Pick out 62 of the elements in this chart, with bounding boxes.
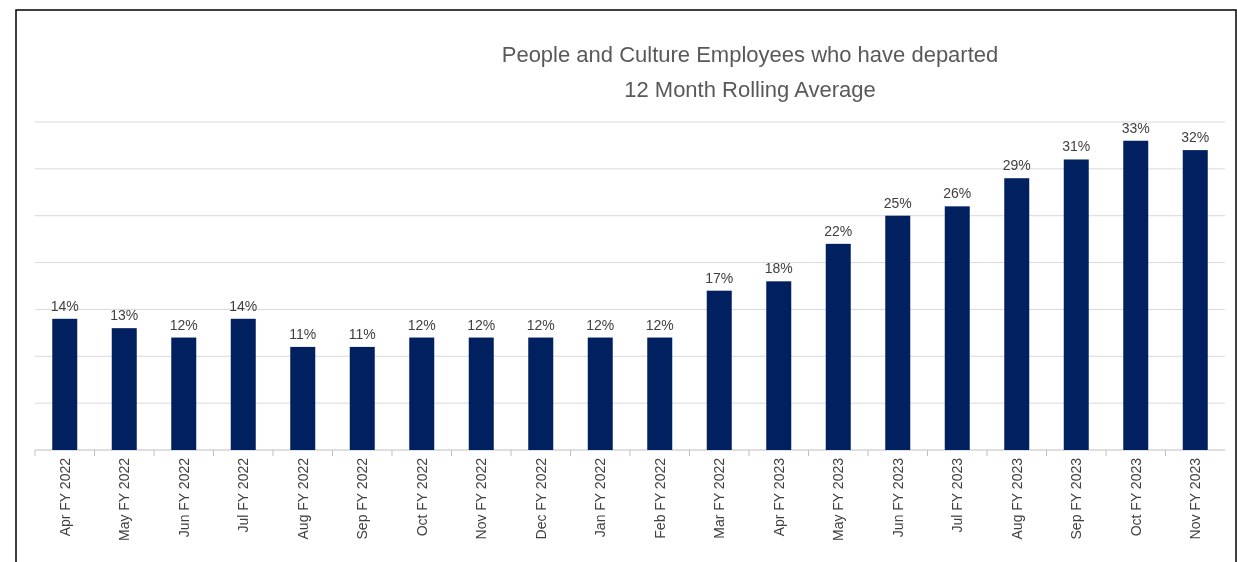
x-tick-label: Jul FY 2022 [235, 457, 252, 533]
data-label: 33% [1121, 119, 1150, 136]
x-tick-label: Nov FY 2022 [473, 457, 490, 540]
data-label: 12% [407, 316, 436, 333]
chart-title: People and Culture Employees who have departed [501, 42, 999, 67]
data-label: 12% [586, 316, 615, 333]
x-tick-label: Jun FY 2022 [175, 457, 192, 538]
data-label: 26% [943, 185, 972, 202]
data-label: 31% [1062, 138, 1091, 155]
x-tick-label: Jan FY 2022 [592, 457, 609, 538]
data-label: 12% [169, 316, 198, 333]
bar [349, 346, 375, 450]
data-label: 22% [824, 222, 853, 239]
data-label: 11% [348, 325, 376, 342]
x-tick-label: Sep FY 2023 [1068, 457, 1085, 540]
x-tick-label: May FY 2023 [830, 457, 847, 542]
x-tick-label: Jun FY 2023 [889, 457, 906, 538]
data-label: 14% [50, 297, 79, 314]
data-label: 14% [229, 297, 258, 314]
bar [111, 328, 137, 450]
x-tick-label: May FY 2022 [116, 457, 133, 542]
x-tick-label: Oct FY 2022 [413, 457, 430, 537]
x-tick-label: Jul FY 2023 [949, 457, 966, 533]
data-label: 17% [705, 269, 734, 286]
data-label: 32% [1181, 129, 1210, 146]
bar [1123, 140, 1149, 450]
bar [766, 281, 792, 450]
x-tick-label: Aug FY 2022 [294, 457, 311, 540]
x-tick-label: Aug FY 2023 [1008, 457, 1025, 540]
bar [171, 337, 197, 450]
bar [1063, 159, 1089, 450]
bar [52, 318, 78, 450]
data-label: 25% [883, 194, 912, 211]
bar [290, 346, 316, 450]
chart-subtitle: 12 Month Rolling Average [624, 77, 876, 102]
x-tick-label: Oct FY 2023 [1127, 457, 1144, 537]
x-tick-label: Dec FY 2022 [532, 457, 549, 540]
data-label: 13% [110, 307, 139, 324]
bar [528, 337, 554, 450]
data-label: 29% [1002, 157, 1031, 174]
data-label: 18% [764, 260, 793, 277]
bar [1004, 178, 1030, 450]
x-tick-label: Sep FY 2022 [354, 457, 371, 540]
x-tick-label: Apr FY 2023 [770, 457, 787, 537]
bar [468, 337, 494, 450]
x-tick-label: Mar FY 2022 [711, 457, 728, 539]
x-tick-label: Feb FY 2022 [651, 457, 668, 539]
x-tick-label: Nov FY 2023 [1187, 457, 1204, 540]
data-label: 12% [467, 316, 496, 333]
bar [647, 337, 673, 450]
bar [409, 337, 435, 450]
bar [587, 337, 613, 450]
bar [825, 243, 851, 450]
data-label: 11% [289, 325, 317, 342]
bar [230, 318, 256, 450]
data-label: 12% [526, 316, 555, 333]
bar [1182, 150, 1208, 450]
x-tick-label: Apr FY 2022 [56, 457, 73, 537]
data-label: 12% [645, 316, 674, 333]
bar [885, 215, 911, 450]
bar [706, 290, 732, 450]
bar [944, 206, 970, 450]
